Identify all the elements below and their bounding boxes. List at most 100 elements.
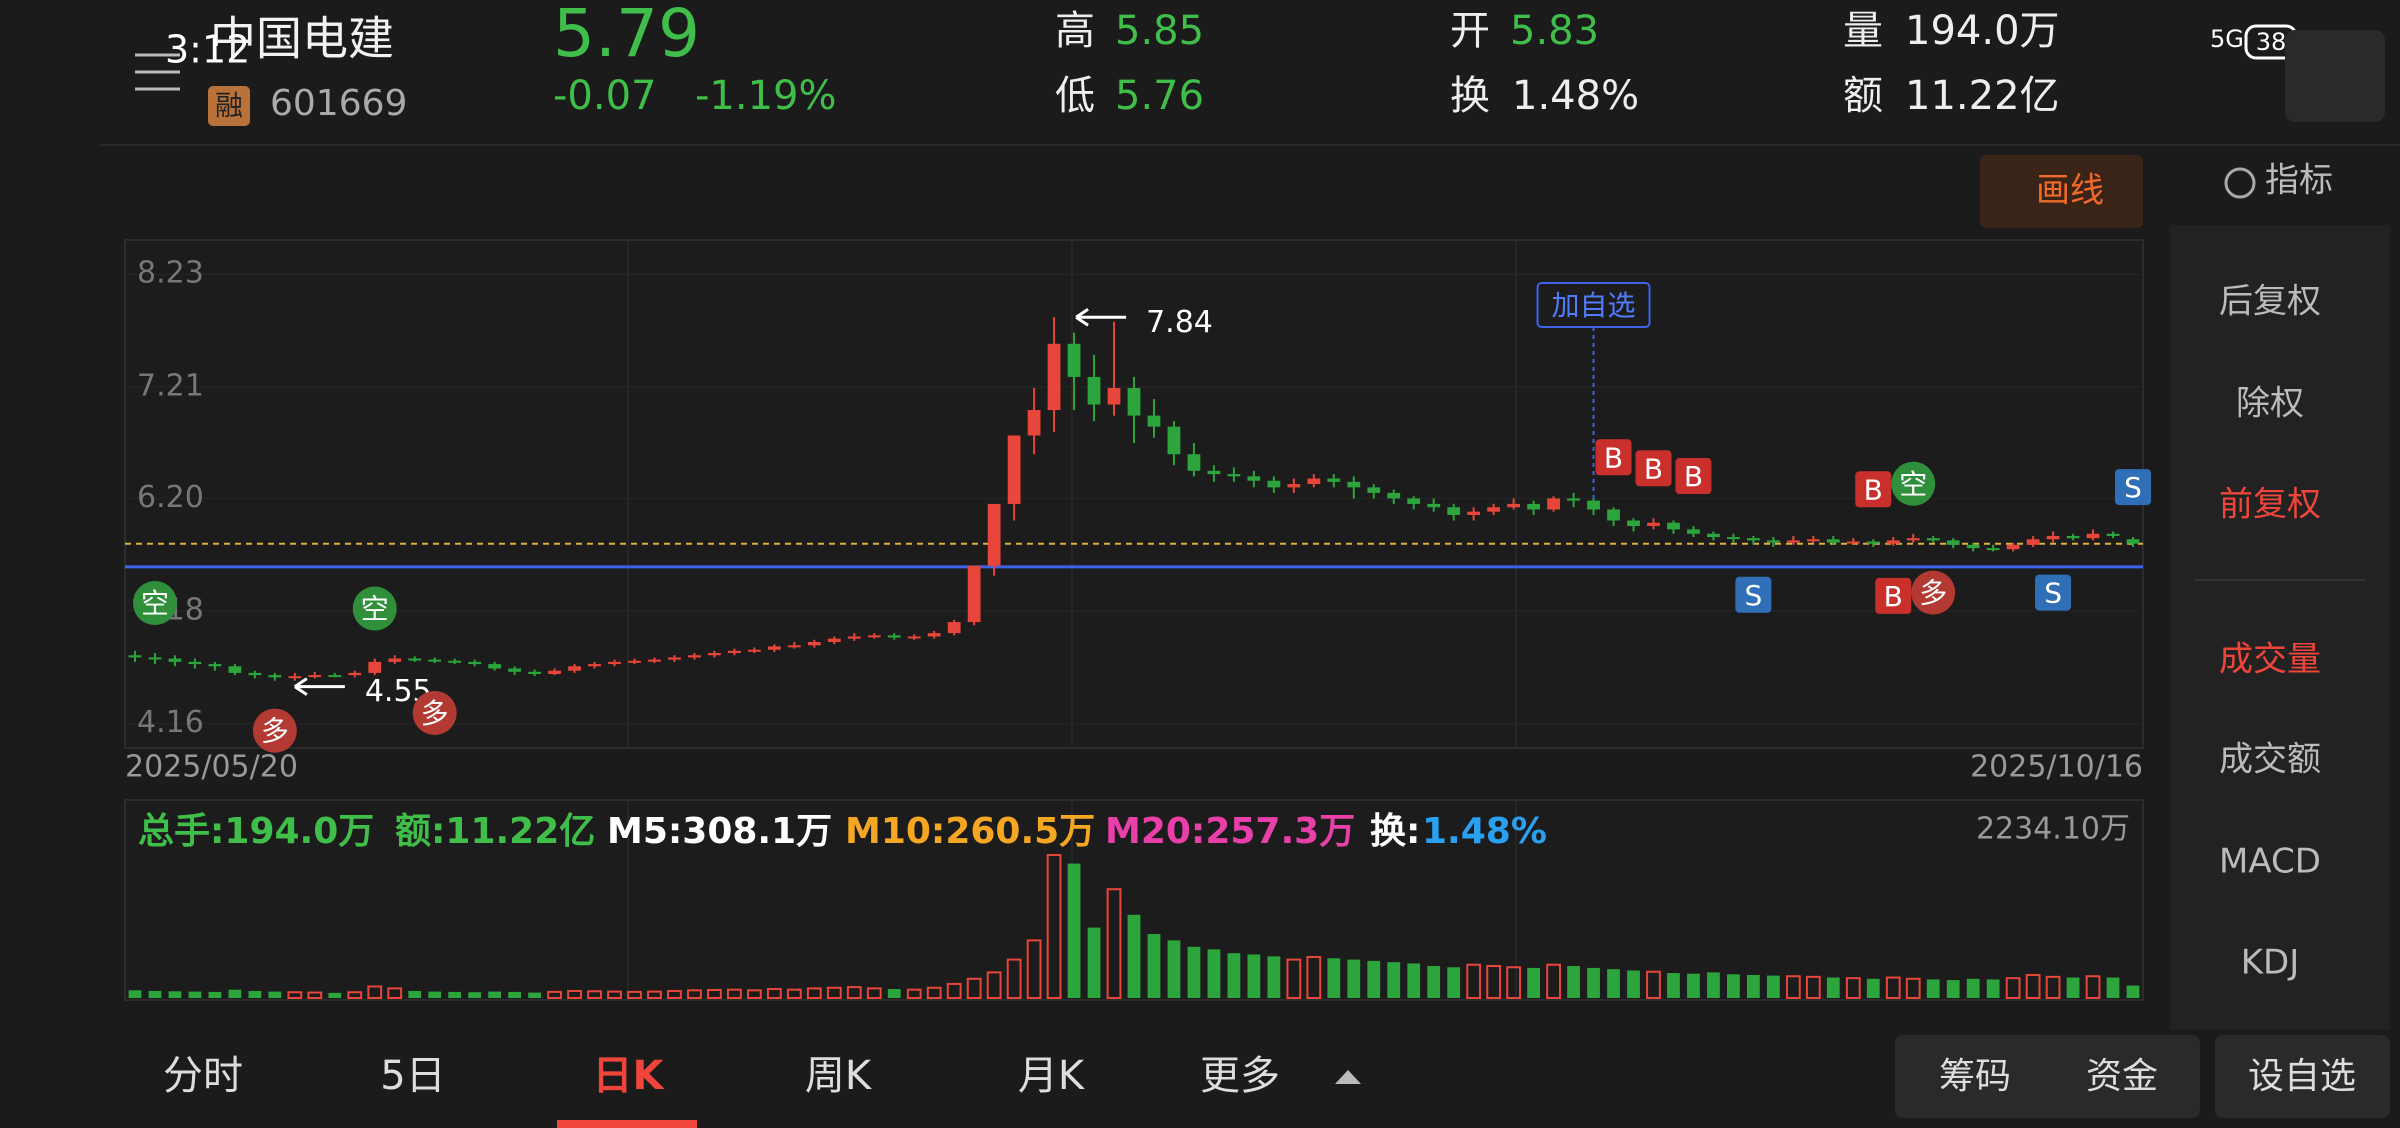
volume-bar — [806, 987, 822, 999]
signal-badge — [1675, 458, 1712, 495]
sidebar-item[interactable]: 成交额 — [2219, 740, 2321, 780]
candle-body — [1667, 522, 1680, 530]
signal-badge — [1875, 577, 1912, 614]
draw-label: 画线 — [2036, 171, 2104, 211]
menu-icon[interactable] — [135, 53, 180, 91]
candle-body — [488, 664, 502, 669]
volume-bar — [1247, 954, 1261, 998]
candle-body — [1147, 415, 1161, 427]
volume-bar — [2085, 975, 2101, 999]
volume-bar — [1567, 965, 1580, 998]
volume-bar — [1845, 977, 1861, 999]
tab[interactable]: 周K — [805, 1053, 873, 1099]
signal-badge — [352, 586, 397, 631]
volume-bar — [647, 990, 662, 999]
candle-body — [2126, 539, 2140, 544]
candle-body — [1866, 541, 1880, 544]
volume-bar — [1627, 970, 1640, 998]
volume-bar — [2045, 975, 2061, 999]
candle-body — [1207, 470, 1221, 475]
candle-body — [528, 671, 541, 675]
signal: 多 — [421, 697, 449, 730]
max-arrow — [1075, 308, 1127, 327]
signal-badge — [1635, 450, 1672, 487]
candle-body — [1367, 487, 1381, 493]
chips-button[interactable]: 筹码 — [1939, 1056, 2011, 1097]
candle-body — [708, 653, 721, 656]
volume-bar — [1466, 963, 1482, 999]
volume-bar — [1546, 963, 1561, 999]
volume-bar — [1026, 939, 1042, 999]
tab[interactable]: 日K — [593, 1053, 666, 1099]
candle-body — [648, 659, 661, 662]
candle-body — [1567, 498, 1580, 501]
sidebar-item[interactable]: 成交量 — [2219, 640, 2321, 680]
candle-body — [1347, 481, 1361, 488]
volume-bar — [1006, 958, 1022, 1000]
y-tick-label: 4.16 — [137, 705, 204, 740]
candle-body — [847, 636, 861, 639]
y-tick-label: 8.23 — [137, 256, 204, 291]
candle-body — [128, 655, 142, 658]
volume-bar — [926, 986, 942, 999]
candle-body — [1107, 387, 1121, 405]
volume-bar — [228, 989, 242, 998]
volume-bar — [1207, 949, 1221, 998]
volume-bar — [766, 988, 782, 999]
rotate-button[interactable] — [2285, 30, 2385, 122]
candle-body — [1587, 500, 1600, 510]
signal: 多 — [1919, 577, 1947, 610]
low-label: 低 — [1055, 73, 1095, 119]
candle-body — [188, 661, 202, 665]
signal-badge — [1855, 471, 1892, 508]
candle-body — [448, 660, 462, 663]
candle-body — [1806, 539, 1820, 542]
candle-body — [2006, 544, 2020, 550]
candle-body — [1966, 544, 1980, 549]
signal: 空 — [141, 587, 169, 620]
tab[interactable]: 月K — [1018, 1053, 1086, 1099]
volume-bar — [607, 990, 622, 999]
signal: 多 — [261, 715, 289, 748]
candle-body — [548, 670, 561, 675]
min-arrow — [294, 677, 345, 696]
signal-badge — [1595, 439, 1632, 476]
sidebar-item[interactable]: 前复权 — [2219, 485, 2321, 525]
volume-bar — [1167, 940, 1181, 998]
volume-bar — [1087, 927, 1101, 998]
candle-body — [1926, 538, 1940, 541]
volume-bar — [408, 990, 422, 998]
volume-bar — [1267, 956, 1281, 998]
price-panel — [124, 239, 2144, 749]
volume-bar — [1506, 966, 1522, 1000]
candle-body — [1427, 503, 1441, 508]
sidebar-item[interactable]: KDJ — [2241, 943, 2300, 983]
signal-badge — [412, 690, 457, 735]
tab[interactable]: 5日 — [380, 1053, 445, 1099]
volume-bar — [1127, 914, 1141, 998]
candle-body — [2026, 539, 2040, 545]
sidebar-item[interactable]: 除权 — [2236, 384, 2304, 424]
candle-body — [228, 666, 242, 673]
candle-body — [807, 641, 821, 646]
candle-body — [428, 659, 442, 662]
volume-bar — [1885, 976, 1901, 999]
add-watch-button[interactable]: 设自选 — [2248, 1056, 2356, 1097]
candle-body — [2086, 533, 2100, 539]
candle-body — [168, 658, 182, 662]
sidebar-item[interactable]: 后复权 — [2219, 282, 2321, 322]
fund-button[interactable]: 资金 — [2086, 1056, 2158, 1097]
volume-legend: M5:308.1万 — [607, 811, 832, 852]
tab[interactable]: 分时 — [163, 1053, 243, 1099]
annotation: 加自选 — [1552, 289, 1636, 322]
volume-bar — [328, 992, 342, 998]
candle-body — [827, 638, 841, 642]
tab[interactable]: 更多 — [1200, 1053, 1280, 1099]
change: -0.07 — [553, 73, 657, 119]
indicators-label[interactable]: 指标 — [2265, 161, 2333, 201]
sidebar-item[interactable]: MACD — [2219, 842, 2321, 882]
volume-bar — [188, 991, 202, 998]
candle-body — [728, 650, 741, 654]
candle-body — [1167, 426, 1181, 455]
draw-button[interactable] — [1980, 155, 2143, 228]
